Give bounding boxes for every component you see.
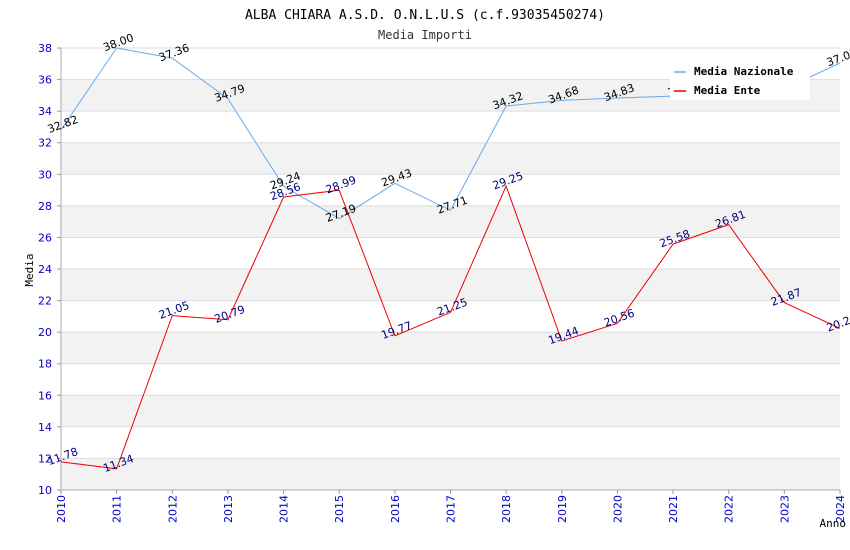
legend: Media Nazionale Media Ente	[670, 60, 810, 100]
y-tick-label: 12	[38, 452, 52, 465]
y-tick-label: 22	[38, 295, 52, 308]
y-tick-label: 26	[38, 231, 52, 244]
x-tick-label: 2022	[723, 495, 736, 523]
axes	[60, 48, 840, 491]
grid-band	[61, 205, 840, 238]
y-tick-label: 16	[38, 389, 52, 402]
x-tick-label: 2021	[667, 495, 680, 523]
x-axis-label: Anno	[820, 517, 847, 530]
y-axis-ticks: 10 12 14 16 18 20 22 24 26 28 30 32 34 36 38	[38, 42, 61, 497]
grid-band	[61, 363, 840, 396]
x-tick-label: 2018	[500, 495, 513, 523]
x-tick-label: 2019	[556, 495, 569, 523]
y-axis-label: Media	[23, 253, 36, 286]
grid-band	[61, 395, 840, 427]
x-tick-label: 2023	[778, 495, 791, 523]
grid-band	[61, 237, 840, 269]
series-line-media-ente	[60, 184, 841, 470]
x-tick-label: 2011	[111, 495, 124, 523]
x-axis-ticks: 2010 2011 2012 2013 2014 2015 2016 2017 2018 2019…	[55, 490, 847, 523]
y-tick-label: 38	[38, 42, 52, 55]
grid-bands	[61, 47, 840, 491]
x-tick-label: 2024	[834, 495, 847, 523]
x-tick-label: 2012	[166, 495, 179, 523]
x-tick-label: 2017	[445, 495, 458, 523]
grid-band	[61, 458, 840, 490]
grid-band	[61, 269, 840, 301]
chart-title: ALBA CHIARA A.S.D. O.N.L.U.S (c.f.930354…	[245, 8, 605, 23]
y-tick-label: 20	[38, 326, 52, 339]
x-tick-label: 2014	[278, 495, 291, 523]
y-tick-label: 30	[38, 168, 52, 181]
x-tick-label: 2010	[55, 495, 68, 523]
y-tick-label: 28	[38, 200, 52, 213]
legend-label-ente: Media Ente	[694, 84, 761, 97]
y-tick-label: 14	[38, 421, 52, 434]
grid-band	[61, 142, 840, 175]
y-tick-label: 18	[38, 358, 52, 371]
x-tick-label: 2016	[389, 495, 402, 523]
y-tick-label: 36	[38, 74, 52, 87]
grid-band	[61, 426, 840, 459]
y-tick-label: 24	[38, 263, 52, 276]
x-tick-label: 2013	[222, 495, 235, 523]
legend-box	[670, 60, 810, 100]
x-tick-label: 2020	[611, 495, 624, 523]
grid-band	[61, 111, 840, 143]
x-tick-label: 2015	[333, 495, 346, 523]
chart-subtitle: Media Importi	[378, 28, 472, 42]
grid-band	[61, 300, 840, 333]
grid-band	[61, 332, 840, 364]
y-tick-label: 34	[38, 105, 52, 118]
grid-band	[61, 174, 840, 206]
legend-label-nazionale: Media Nazionale	[694, 65, 794, 78]
y-tick-label: 32	[38, 137, 52, 150]
y-tick-label: 10	[38, 484, 52, 497]
